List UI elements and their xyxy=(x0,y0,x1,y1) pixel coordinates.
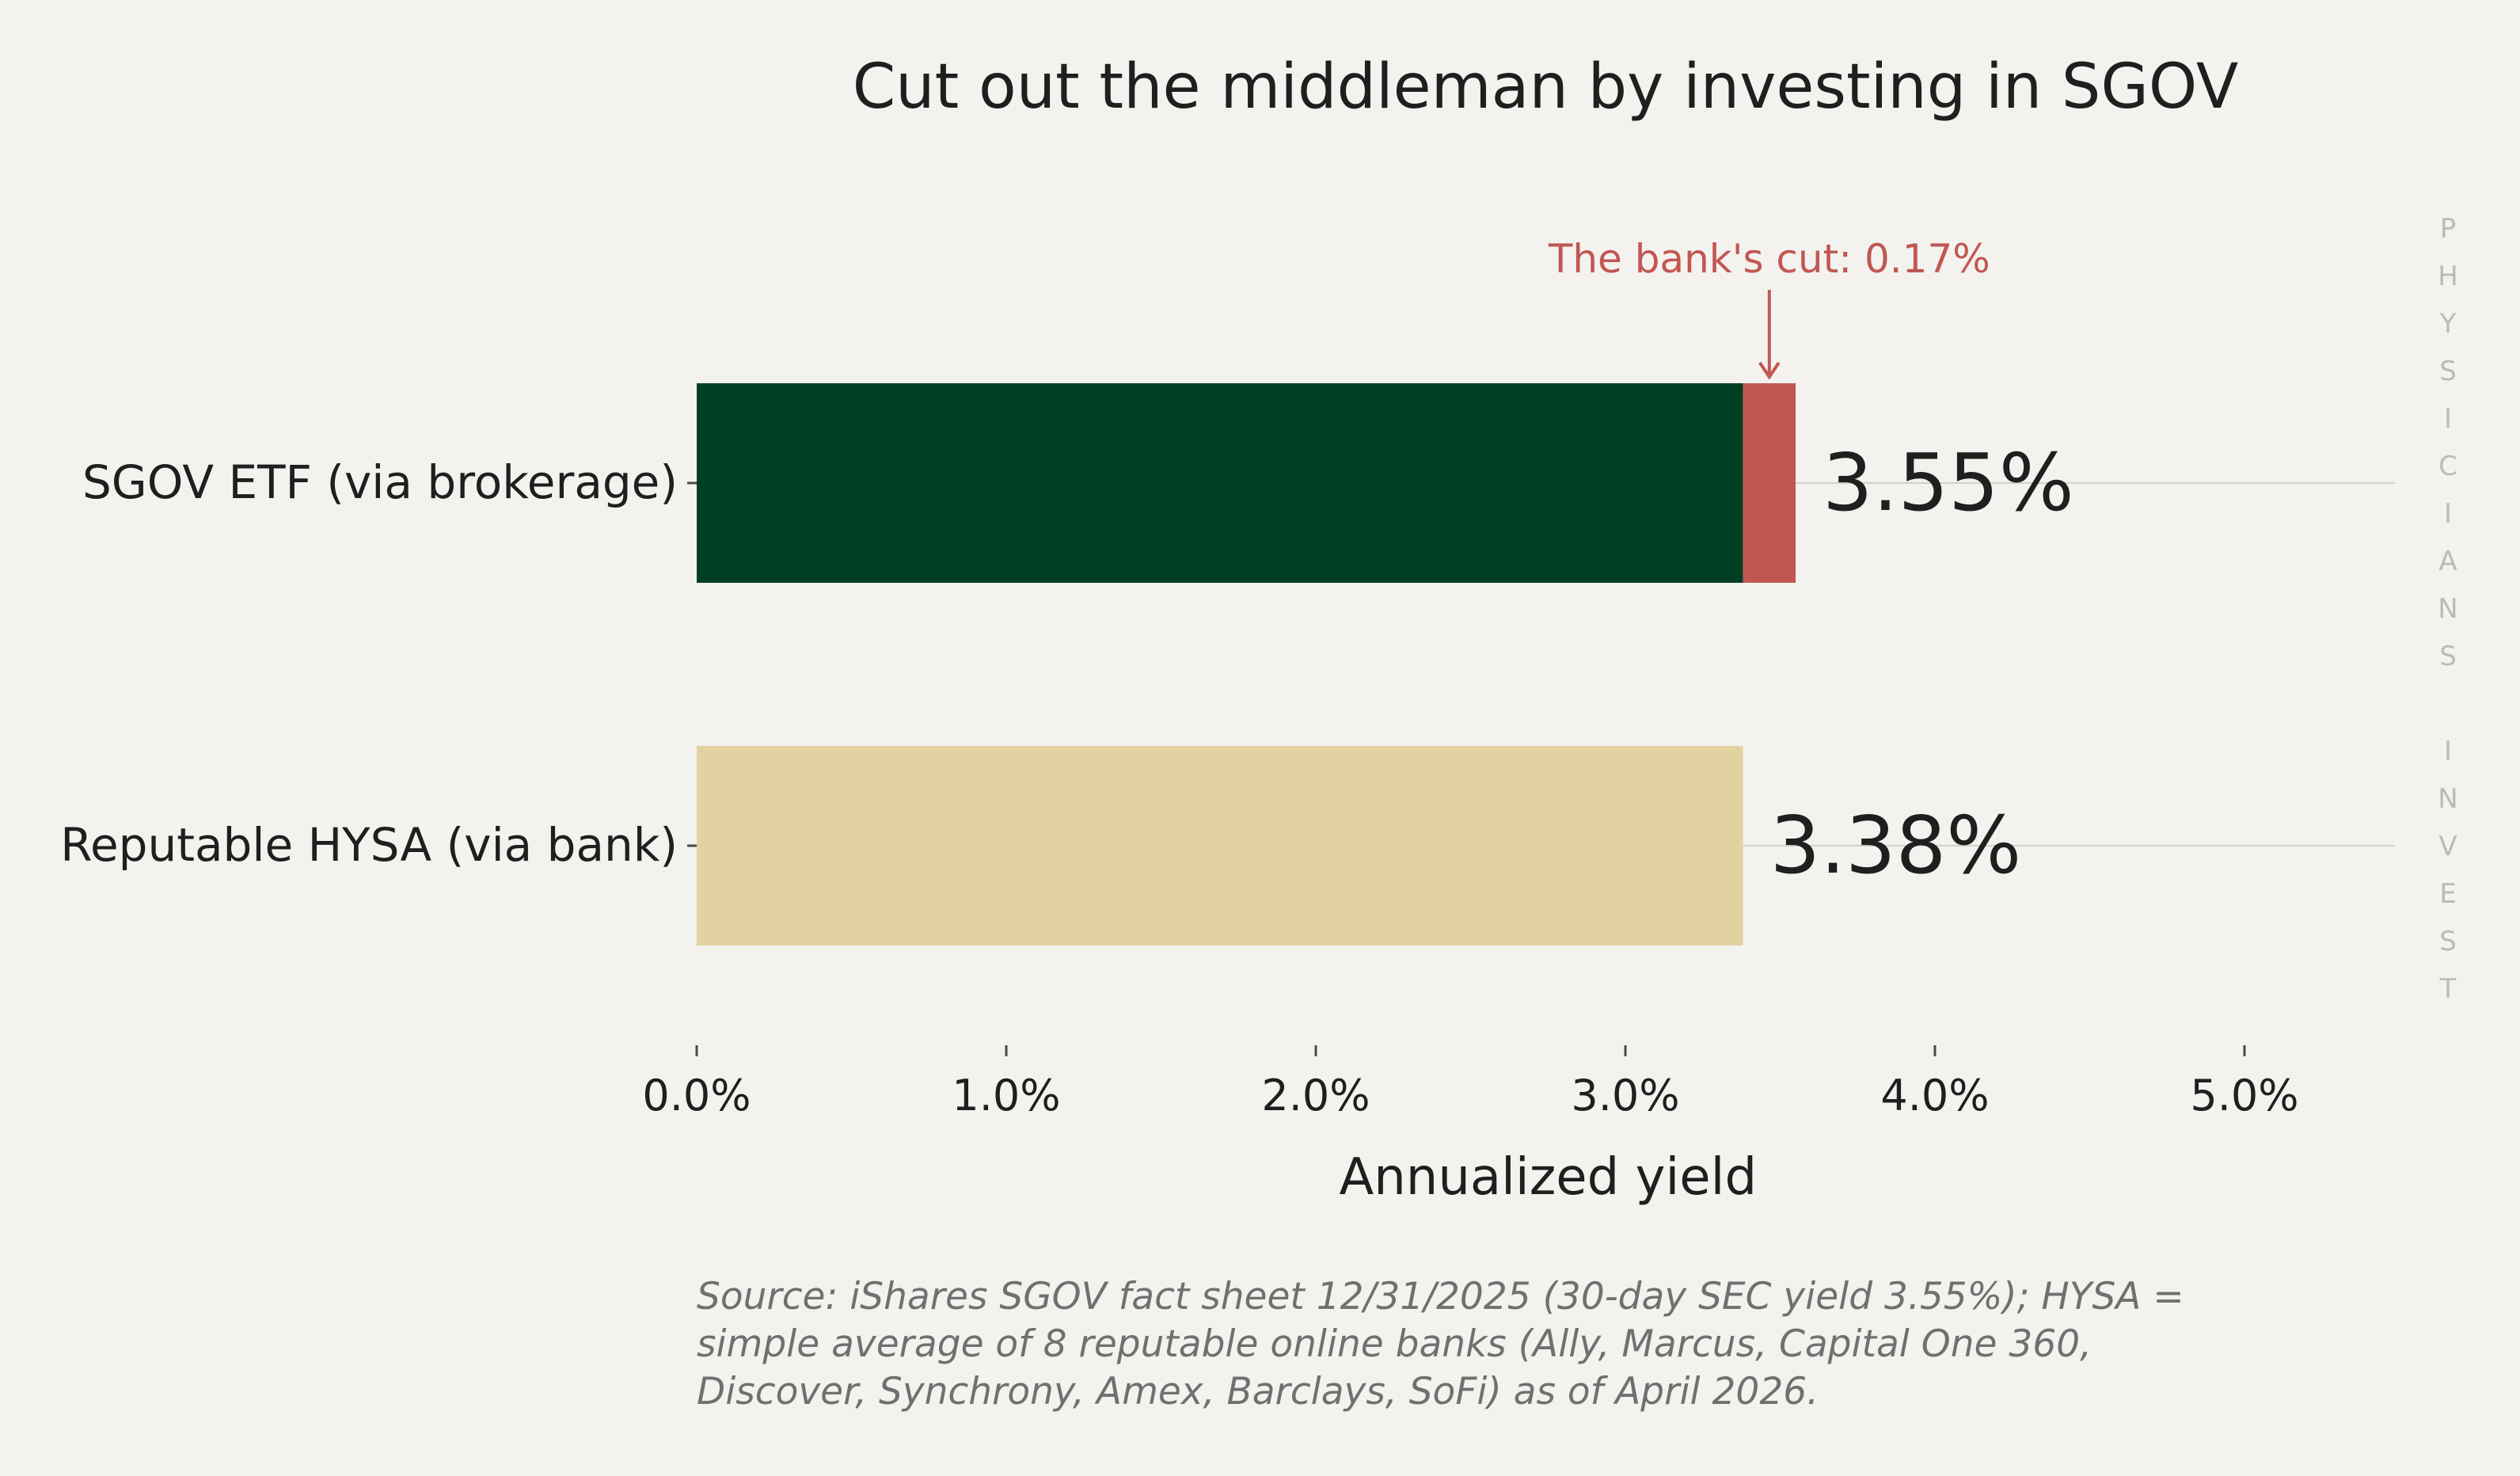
bar-bank-cut-segment xyxy=(1743,383,1796,583)
source-line-1: Source: iShares SGOV fact sheet 12/31/20… xyxy=(697,1275,2184,1318)
watermark-letter: I xyxy=(2444,498,2452,530)
watermark-letter: A xyxy=(2438,546,2457,577)
watermark-letter: I xyxy=(2444,403,2452,435)
source-line-3: Discover, Synchrony, Amex, Barclays, SoF… xyxy=(697,1370,1819,1413)
chart-title: Cut out the middleman by investing in SG… xyxy=(853,51,2239,123)
x-tick-label: 1.0% xyxy=(952,1071,1060,1120)
bar-value-label: 3.38% xyxy=(1770,799,2022,892)
watermark-letter: P xyxy=(2440,213,2457,245)
x-tick-label: 4.0% xyxy=(1880,1071,1989,1120)
bar-base-segment xyxy=(697,383,1743,583)
watermark-letter: Y xyxy=(2439,308,2457,340)
source-note: Source: iShares SGOV fact sheet 12/31/20… xyxy=(697,1273,2359,1416)
category-label: Reputable HYSA (via bank) xyxy=(60,818,678,872)
x-tick-label: 2.0% xyxy=(1261,1071,1370,1120)
annotation-text: The bank's cut: 0.17% xyxy=(1548,236,1990,282)
bar-value-label: 3.55% xyxy=(1823,436,2074,529)
bar-base-segment xyxy=(697,746,1743,945)
plot-area: 3.55% SGOV ETF (via brokerage) 3.38% Reputa… xyxy=(60,236,2395,1207)
watermark-letter: H xyxy=(2438,261,2458,292)
watermark-letter: S xyxy=(2439,356,2457,387)
watermark-letter: C xyxy=(2438,451,2457,482)
x-axis-label: Annualized yield xyxy=(1339,1148,1757,1207)
watermark-letter: E xyxy=(2439,878,2456,910)
watermark-letter: V xyxy=(2438,831,2457,862)
category-label: SGOV ETF (via brokerage) xyxy=(82,455,678,509)
x-tick-label: 3.0% xyxy=(1571,1071,1679,1120)
watermark-letter: N xyxy=(2438,783,2457,815)
source-line-2: simple average of 8 reputable online ban… xyxy=(697,1322,2092,1366)
x-tick-label: 0.0% xyxy=(642,1071,751,1120)
watermark-letter: T xyxy=(2439,973,2457,1005)
annotation-arrow-head xyxy=(1758,361,1781,380)
watermark-letter: I xyxy=(2444,736,2452,767)
x-tick-label: 5.0% xyxy=(2190,1071,2298,1120)
watermark-letter: S xyxy=(2439,926,2457,957)
watermark-letter: S xyxy=(2439,641,2457,672)
watermark-letter: N xyxy=(2438,593,2457,625)
